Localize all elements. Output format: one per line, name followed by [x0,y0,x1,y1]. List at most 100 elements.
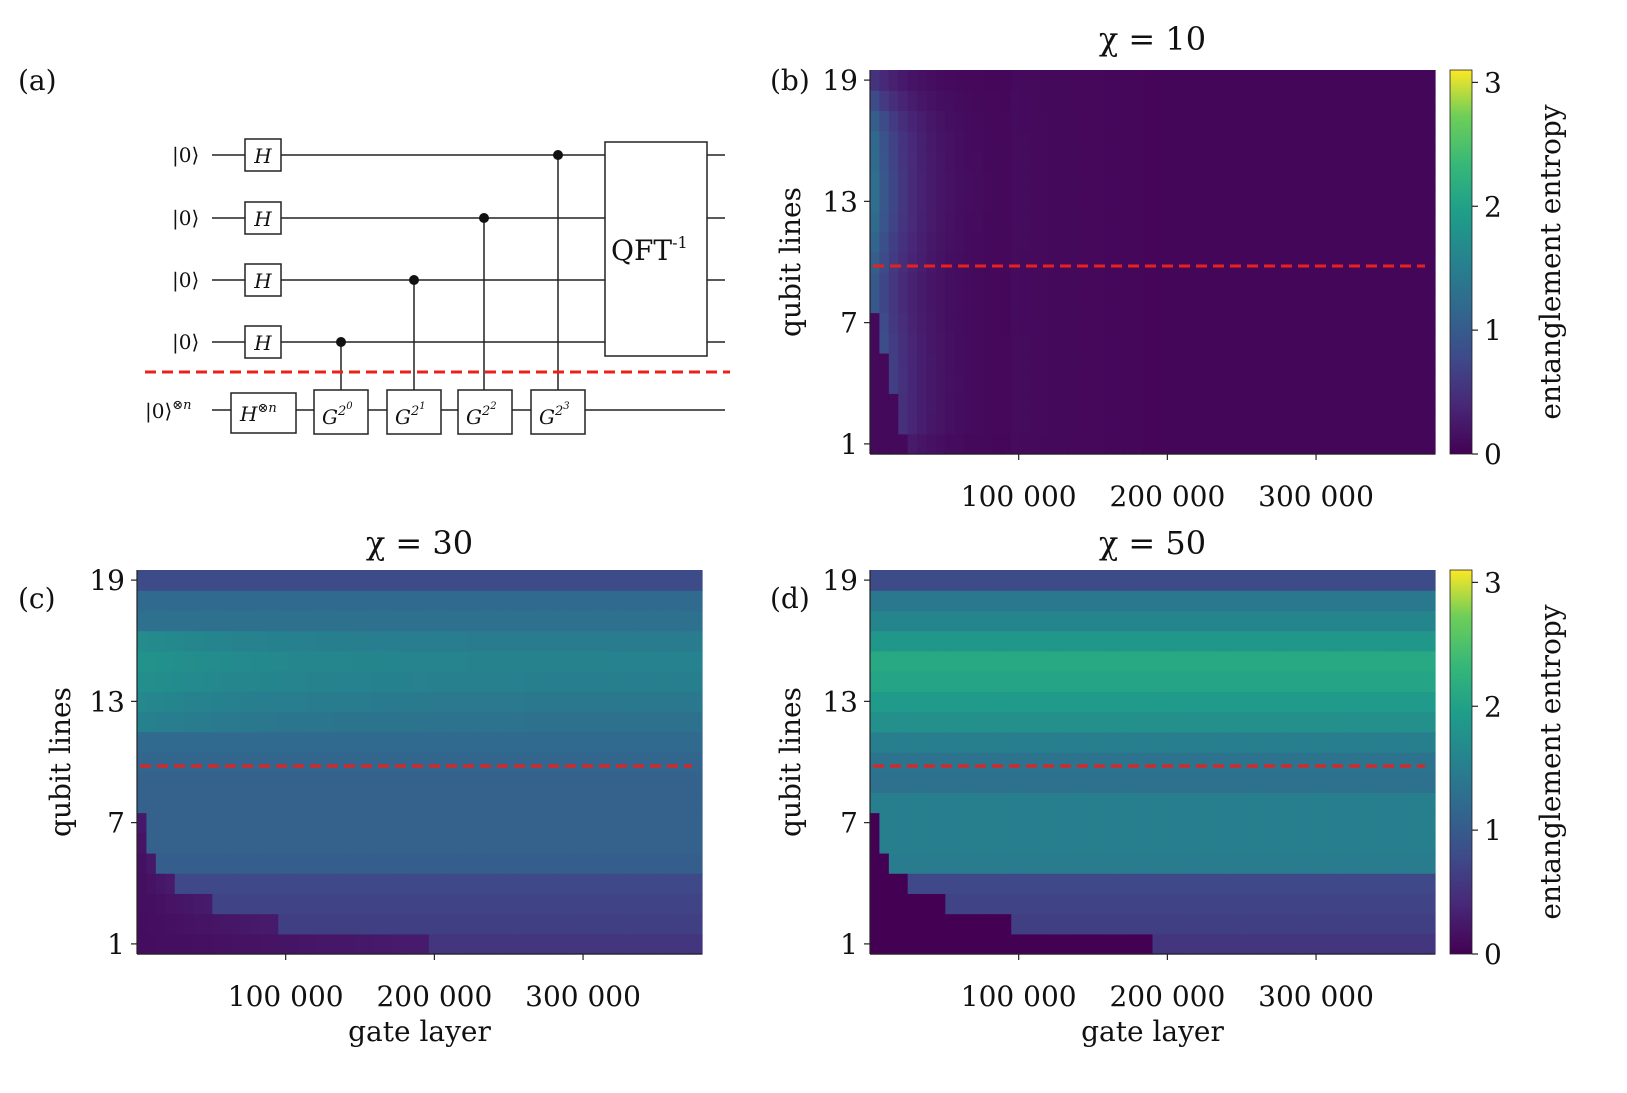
h-n-label: H⊗n [239,401,277,426]
heatmap-cell [1397,711,1408,733]
heatmap-cell [447,731,458,753]
heatmap-cell [1265,373,1276,394]
heatmap-cell [607,792,618,814]
heatmap-cell [212,772,223,793]
heatmap-cell [1425,731,1436,753]
colorbar-label: entanglement entropy [1534,104,1567,419]
heatmap-cell [1274,292,1285,314]
heatmap-cell [917,751,928,773]
heatmap-cell [334,852,345,874]
heatmap-cell [1293,171,1304,192]
heatmap-cell [926,130,937,152]
heatmap-cell [1190,312,1201,334]
heatmap-cell [1340,650,1351,672]
heatmap-cell [212,610,223,632]
heatmap-cell [1265,272,1276,293]
heatmap-cell [1397,933,1408,955]
heatmap-cell [954,413,965,435]
hadamard-gate-2 [244,201,282,235]
heatmap-cell [879,812,890,834]
heatmap-cell [1048,731,1059,753]
heatmap-cell [1227,731,1238,753]
heatmap-cell [636,792,647,814]
heatmap-cell [410,751,421,773]
heatmap-cell [1218,251,1229,273]
heatmap-cell [898,373,909,394]
heatmap-cell [888,792,899,814]
heatmap-cell [1001,873,1012,894]
heatmap-cell [870,832,881,854]
heatmap-cell [1001,70,1012,91]
heatmap-cell [1171,650,1182,672]
heatmap-cell [1086,731,1097,753]
heatmap-cell [363,852,374,874]
heatmap-cell [1124,832,1135,854]
heatmap-cell [410,650,421,672]
heatmap-cell [1322,832,1333,854]
heatmap-cell [692,751,703,773]
heatmap-cell [654,731,665,753]
heatmap-cell [645,731,656,753]
heatmap-cell [1378,130,1389,152]
heatmap-cell [1237,893,1248,915]
heatmap-cell [1284,711,1295,733]
heatmap-cell [1199,110,1210,132]
heatmap-cell [1143,691,1154,713]
heatmap-cell [240,650,251,672]
heatmap-cell [645,772,656,793]
heatmap-cell [476,650,487,672]
heatmap-cell [184,610,195,632]
heatmap-cell [926,630,937,652]
heatmap-cell [1209,272,1220,293]
heatmap-cell [1369,433,1380,455]
heatmap-cell [428,873,439,894]
heatmap-cell [673,913,684,935]
heatmap-cell [888,211,899,233]
heatmap-cell [692,772,703,793]
heatmap-cell [1067,570,1078,591]
heatmap-cell [1246,832,1257,854]
heatmap-cell [1237,610,1248,632]
heatmap-cell [1227,171,1238,192]
heatmap-cell [372,772,383,793]
heatmap-cell [1048,90,1059,112]
heatmap-cell [447,751,458,773]
heatmap-cell [1416,751,1427,773]
heatmap-cell [1067,711,1078,733]
heatmap-cell [983,933,994,955]
heatmap-cell [523,873,534,894]
heatmap-cell [1086,772,1097,793]
heatmap-cell [1058,393,1069,415]
heatmap-cell [1340,933,1351,955]
heatmap-cell [1190,772,1201,793]
heatmap-cell [523,832,534,854]
heatmap-cell [513,772,524,793]
heatmap-cell [1387,352,1398,374]
heatmap-cell [1322,90,1333,112]
heatmap-cell [372,671,383,692]
heatmap-cell [1237,413,1248,435]
heatmap-cell [1190,70,1201,91]
heatmap-cell [325,913,336,935]
heatmap-cell [1284,211,1295,233]
heatmap-cell [1340,792,1351,814]
heatmap-cell [428,792,439,814]
heatmap-cell [870,393,881,415]
heatmap-cell [683,812,694,834]
heatmap-cell [917,590,928,612]
heatmap-cell [1133,352,1144,374]
heatmap-cell [1340,711,1351,733]
heatmap-cell [1322,630,1333,652]
heatmap-cell [315,792,326,814]
heatmap-cell [250,691,261,713]
heatmap-cell [551,570,562,591]
heatmap-cell [888,671,899,692]
heatmap-cell [1199,292,1210,314]
heatmap-cell [1322,332,1333,354]
heatmap-cell [626,650,637,672]
heatmap-cell [485,873,496,894]
heatmap-cell [954,731,965,753]
heatmap-cell [391,873,402,894]
heatmap-cell [1180,873,1191,894]
heatmap-cell [1001,292,1012,314]
